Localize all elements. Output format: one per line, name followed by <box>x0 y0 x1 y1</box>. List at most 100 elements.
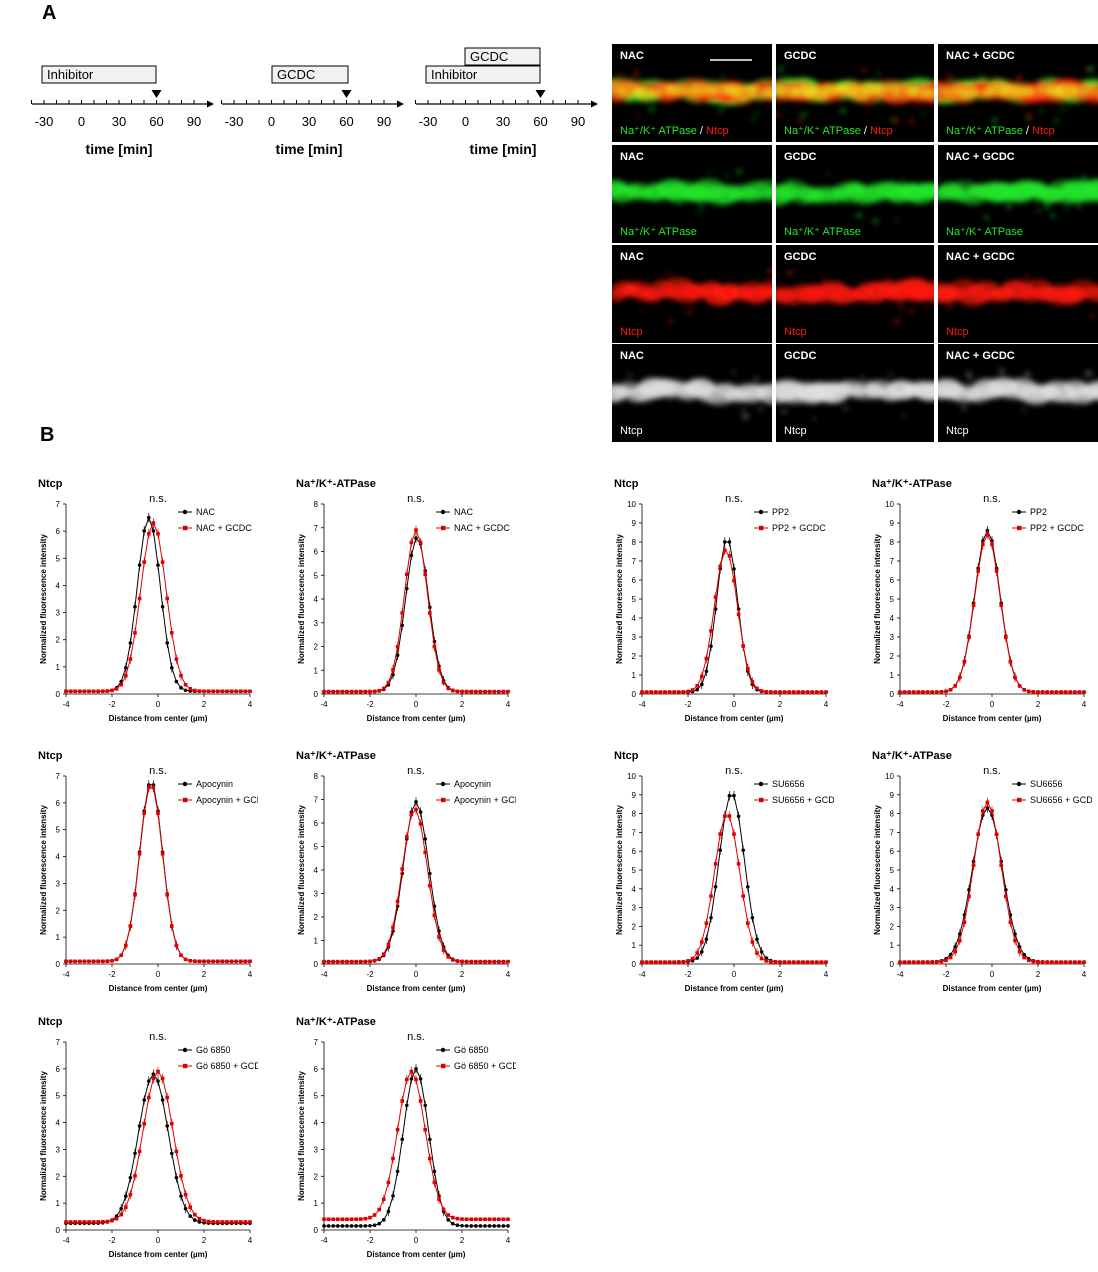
data-point <box>1077 690 1082 694</box>
data-point <box>382 1197 386 1202</box>
data-point <box>649 690 653 694</box>
data-point <box>156 811 160 816</box>
data-point <box>248 689 252 694</box>
data-point <box>354 1217 358 1222</box>
data-point <box>935 960 939 964</box>
y-tick-label: 1 <box>632 671 637 680</box>
significance-annotation: n.s. <box>407 765 425 777</box>
axis-arrow-icon <box>591 100 598 108</box>
axis-arrow-icon <box>397 100 404 108</box>
data-point <box>681 690 686 694</box>
data-point <box>160 1098 165 1102</box>
profile-line <box>66 1070 250 1223</box>
data-point <box>497 959 501 964</box>
significance-annotation: n.s. <box>725 765 743 777</box>
data-point <box>704 669 709 674</box>
data-point <box>460 1217 464 1221</box>
data-point <box>446 1218 450 1222</box>
data-point <box>345 689 349 694</box>
series-control <box>640 537 828 694</box>
data-point <box>322 1224 326 1228</box>
treatment-label: GCDC <box>277 67 315 82</box>
data-point <box>87 689 91 694</box>
x-tick-label: 0 <box>414 1236 419 1245</box>
data-point <box>400 611 404 615</box>
data-point <box>981 542 985 547</box>
data-point <box>663 690 667 694</box>
data-point <box>677 960 681 964</box>
y-tick-label: 10 <box>627 772 636 781</box>
data-point <box>764 956 768 960</box>
legend-label: PP2 <box>772 507 789 517</box>
legend-entry: NAC + GCDC <box>436 523 510 533</box>
y-tick-label: 5 <box>890 595 895 604</box>
data-point <box>999 863 1003 867</box>
data-point <box>792 690 796 694</box>
data-point <box>386 1209 391 1214</box>
stain-label-green: Na⁺/K⁺ ATPase <box>946 125 1023 137</box>
legend-entry: PP2 + GCDC <box>754 523 826 533</box>
treatment-bar <box>425 65 541 84</box>
data-point <box>188 1214 192 1218</box>
data-point <box>239 1220 243 1224</box>
y-tick-label: 8 <box>890 538 895 547</box>
data-point <box>91 959 96 964</box>
line-profile-chart: Ntcp n.s. 0 1 2 3 4 5 6 7 -4 -2 0 2 4 Distance from cen… <box>38 750 258 993</box>
data-point <box>133 604 137 609</box>
data-point <box>478 689 483 694</box>
legend-entry: Apocynin <box>436 779 491 789</box>
y-axis-label: Normalized fluorescence intensity <box>297 1071 306 1201</box>
data-point <box>243 959 248 964</box>
data-point <box>1082 960 1086 964</box>
data-point <box>695 687 699 692</box>
profile-line <box>65 1073 250 1224</box>
chart-title: Ntcp <box>614 750 639 762</box>
data-point <box>382 1218 386 1222</box>
data-point <box>197 959 202 964</box>
data-point <box>736 862 741 866</box>
y-tick-label: 6 <box>56 527 61 536</box>
x-tick-label: -4 <box>320 1236 328 1245</box>
micrograph-condition-label: NAC <box>620 50 644 62</box>
y-axis-label: Normalized fluorescence intensity <box>39 1071 48 1201</box>
y-tick-label: 1 <box>56 933 61 942</box>
y-tick-label: 2 <box>314 913 319 922</box>
data-point <box>114 687 119 691</box>
data-point <box>506 959 510 964</box>
micrograph-condition-label: NAC <box>620 350 644 362</box>
y-tick-label: 1 <box>56 663 61 672</box>
time-tick-label: -30 <box>225 114 244 129</box>
profile-line <box>642 795 826 963</box>
data-point <box>73 959 77 964</box>
data-point <box>810 960 814 964</box>
y-tick-label: 7 <box>890 557 895 566</box>
micrograph-tile: NAC + GCDC Na⁺/K⁺ ATPase <box>938 145 1098 243</box>
series-gcdc <box>640 811 828 964</box>
micrograph-stain-label: Na⁺/K⁺ ATPase / Ntcp <box>946 124 1055 137</box>
data-point <box>1004 894 1008 899</box>
y-tick-label: 5 <box>56 1092 61 1101</box>
data-point <box>976 832 980 836</box>
data-point <box>718 832 722 836</box>
data-point <box>1008 920 1013 925</box>
membrane-signal <box>612 167 772 215</box>
membrane-signal <box>612 69 772 121</box>
y-tick-label: 7 <box>314 1038 319 1047</box>
data-point <box>193 688 197 693</box>
legend-entry: NAC <box>178 507 216 517</box>
data-point <box>377 1221 381 1226</box>
data-point <box>220 1220 225 1224</box>
data-point <box>497 1217 501 1222</box>
data-point <box>418 810 423 814</box>
data-point <box>971 603 976 607</box>
x-tick-label: -4 <box>62 970 70 979</box>
legend-entry: SU6656 <box>1012 779 1063 789</box>
micrograph-tile: GCDC Ntcp <box>776 344 934 442</box>
micrograph-tile: GCDC Na⁺/K⁺ ATPase / Ntcp <box>776 44 934 142</box>
data-point <box>1073 690 1077 694</box>
data-point <box>658 690 663 694</box>
x-tick-label: 2 <box>202 700 207 709</box>
data-point <box>686 959 690 963</box>
legend-label: Apocynin + GCDC <box>454 795 516 805</box>
data-point <box>423 572 427 577</box>
